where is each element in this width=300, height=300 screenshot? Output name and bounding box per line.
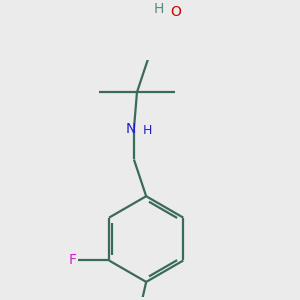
Text: O: O bbox=[170, 5, 181, 19]
Text: H: H bbox=[143, 124, 152, 137]
Text: H: H bbox=[153, 2, 164, 16]
Text: N: N bbox=[126, 122, 136, 136]
Text: F: F bbox=[68, 254, 76, 268]
